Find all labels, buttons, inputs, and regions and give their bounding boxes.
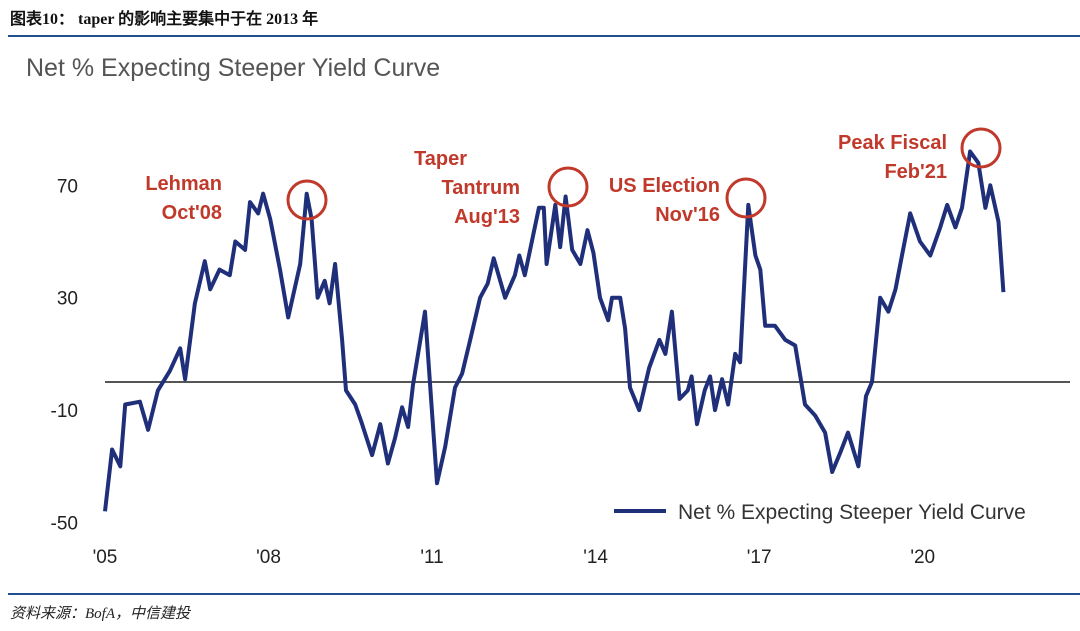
annotation-text: Peak Fiscal xyxy=(838,132,947,154)
annotation-text: US Election xyxy=(609,175,720,197)
x-tick-label: '17 xyxy=(747,547,772,568)
data-line xyxy=(103,149,1006,512)
annotation-circle xyxy=(286,179,328,221)
y-tick-label: 30 xyxy=(57,289,78,310)
x-tick-label: '08 xyxy=(256,547,281,568)
annotation-text: Lehman xyxy=(145,173,222,195)
annotation-circle xyxy=(547,166,589,208)
annotation-text: Aug'13 xyxy=(454,206,520,228)
y-tick-label: -50 xyxy=(51,514,78,535)
header-title: 图表10： taper 的影响主要集中于在 2013 年 xyxy=(10,9,318,28)
annotation-text: Feb'21 xyxy=(884,161,947,183)
x-tick-label: '14 xyxy=(583,547,608,568)
legend-label: Net % Expecting Steeper Yield Curve xyxy=(678,501,1026,524)
annotation-text: Tantrum xyxy=(441,177,520,199)
annotation-circle xyxy=(725,177,767,219)
annotation-circle xyxy=(960,127,1002,169)
annotation-text: Oct'08 xyxy=(162,202,222,224)
annotation-text: Taper xyxy=(414,148,467,170)
source: 资料来源：BofA，中信建投 xyxy=(10,605,192,622)
x-tick-label: '05 xyxy=(93,547,118,568)
annotation-text: Nov'16 xyxy=(655,204,720,226)
x-tick-label: '20 xyxy=(910,547,935,568)
y-tick-label: 70 xyxy=(57,176,78,197)
x-tick-label: '11 xyxy=(420,547,443,568)
y-tick-label: -10 xyxy=(51,401,78,422)
chart-title: Net % Expecting Steeper Yield Curve xyxy=(26,54,440,82)
